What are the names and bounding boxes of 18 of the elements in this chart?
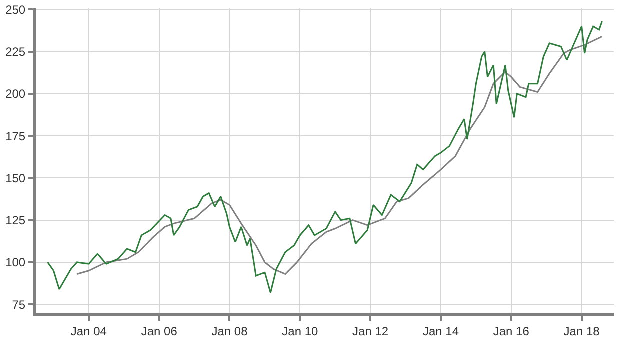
- y-tick-label: 175: [6, 129, 26, 144]
- y-tick-label: 125: [6, 214, 26, 228]
- y-tick-label: 100: [6, 256, 26, 270]
- y-tick-label: 225: [6, 45, 26, 60]
- x-tick-label: Jan 18: [564, 324, 600, 338]
- y-tick-label: 250: [6, 2, 26, 17]
- y-tick-label: 150: [6, 171, 26, 186]
- x-tick-label: Jan 14: [422, 324, 460, 338]
- line-series: [76, 36, 603, 275]
- x-tick-label: Jan 16: [493, 324, 530, 338]
- y-tick-label: 75: [12, 298, 26, 312]
- x-tick-label: Jan 04: [70, 324, 108, 338]
- x-tick-label: Jan 06: [141, 324, 178, 338]
- x-tick-label: Jan 10: [282, 324, 319, 338]
- line-series: [47, 20, 603, 294]
- x-tick-label: Jan 08: [212, 324, 248, 338]
- x-tick-label: Jan 12: [352, 324, 389, 338]
- y-tick-label: 200: [6, 87, 26, 102]
